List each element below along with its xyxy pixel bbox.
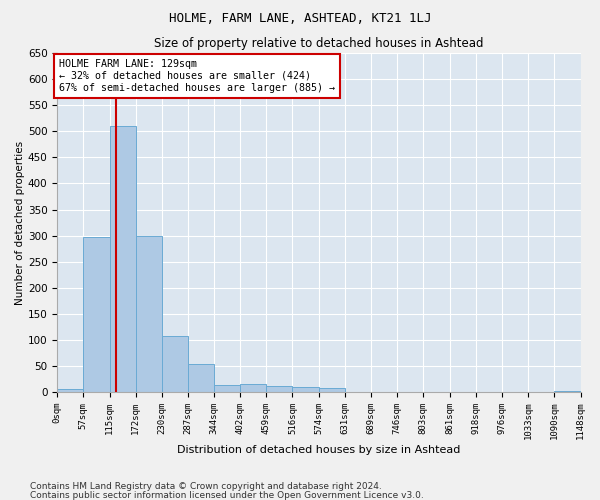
Bar: [83, 236, 110, 392]
Bar: [136, 236, 162, 392]
Bar: [188, 364, 214, 392]
Bar: [110, 126, 136, 392]
Text: Contains HM Land Registry data © Crown copyright and database right 2024.: Contains HM Land Registry data © Crown c…: [30, 482, 382, 491]
Bar: [162, 336, 188, 392]
Bar: [214, 386, 241, 392]
X-axis label: Distribution of detached houses by size in Ashtead: Distribution of detached houses by size …: [177, 445, 461, 455]
Bar: [57, 390, 83, 392]
Text: HOLME FARM LANE: 129sqm
← 32% of detached houses are smaller (424)
67% of semi-d: HOLME FARM LANE: 129sqm ← 32% of detache…: [59, 60, 335, 92]
Title: Size of property relative to detached houses in Ashtead: Size of property relative to detached ho…: [154, 38, 484, 51]
Bar: [319, 388, 345, 392]
Bar: [292, 388, 319, 392]
Bar: [554, 390, 581, 392]
Bar: [266, 386, 292, 392]
Text: Contains public sector information licensed under the Open Government Licence v3: Contains public sector information licen…: [30, 490, 424, 500]
Bar: [241, 384, 266, 392]
Y-axis label: Number of detached properties: Number of detached properties: [15, 140, 25, 304]
Text: HOLME, FARM LANE, ASHTEAD, KT21 1LJ: HOLME, FARM LANE, ASHTEAD, KT21 1LJ: [169, 12, 431, 26]
